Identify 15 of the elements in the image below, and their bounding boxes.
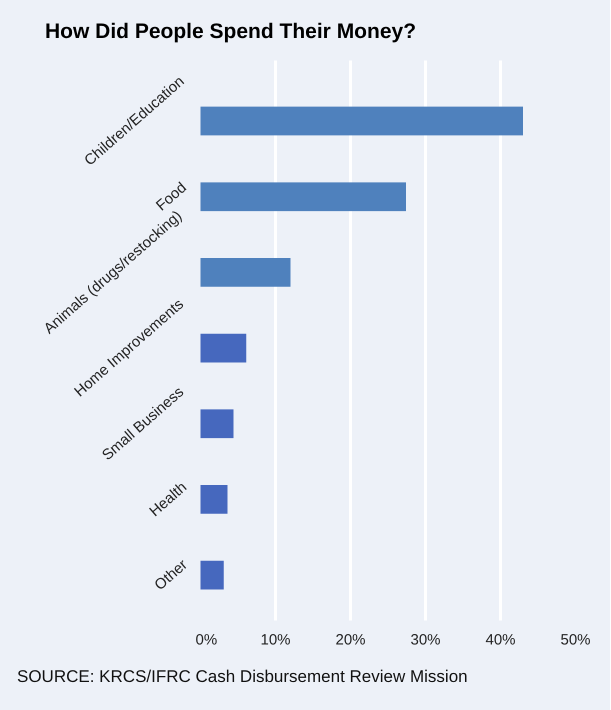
- x-tick-label: 30%: [410, 632, 441, 648]
- bar: [200, 106, 523, 136]
- bar: [200, 258, 290, 287]
- source-note: SOURCE: KRCS/IFRC Cash Disbursement Review Mission: [17, 666, 468, 688]
- bar: [200, 560, 224, 590]
- bar: [200, 485, 228, 514]
- bar: [200, 409, 234, 438]
- bar: [200, 334, 246, 362]
- chart-title: How Did People Spend Their Money?: [45, 19, 416, 45]
- x-tick-label: 40%: [485, 632, 516, 648]
- x-tick-label: 50%: [560, 632, 591, 648]
- x-tick-label: 20%: [335, 632, 366, 648]
- x-tick-label: 0%: [196, 632, 218, 648]
- bar: [200, 182, 406, 212]
- x-tick-label: 10%: [260, 632, 291, 648]
